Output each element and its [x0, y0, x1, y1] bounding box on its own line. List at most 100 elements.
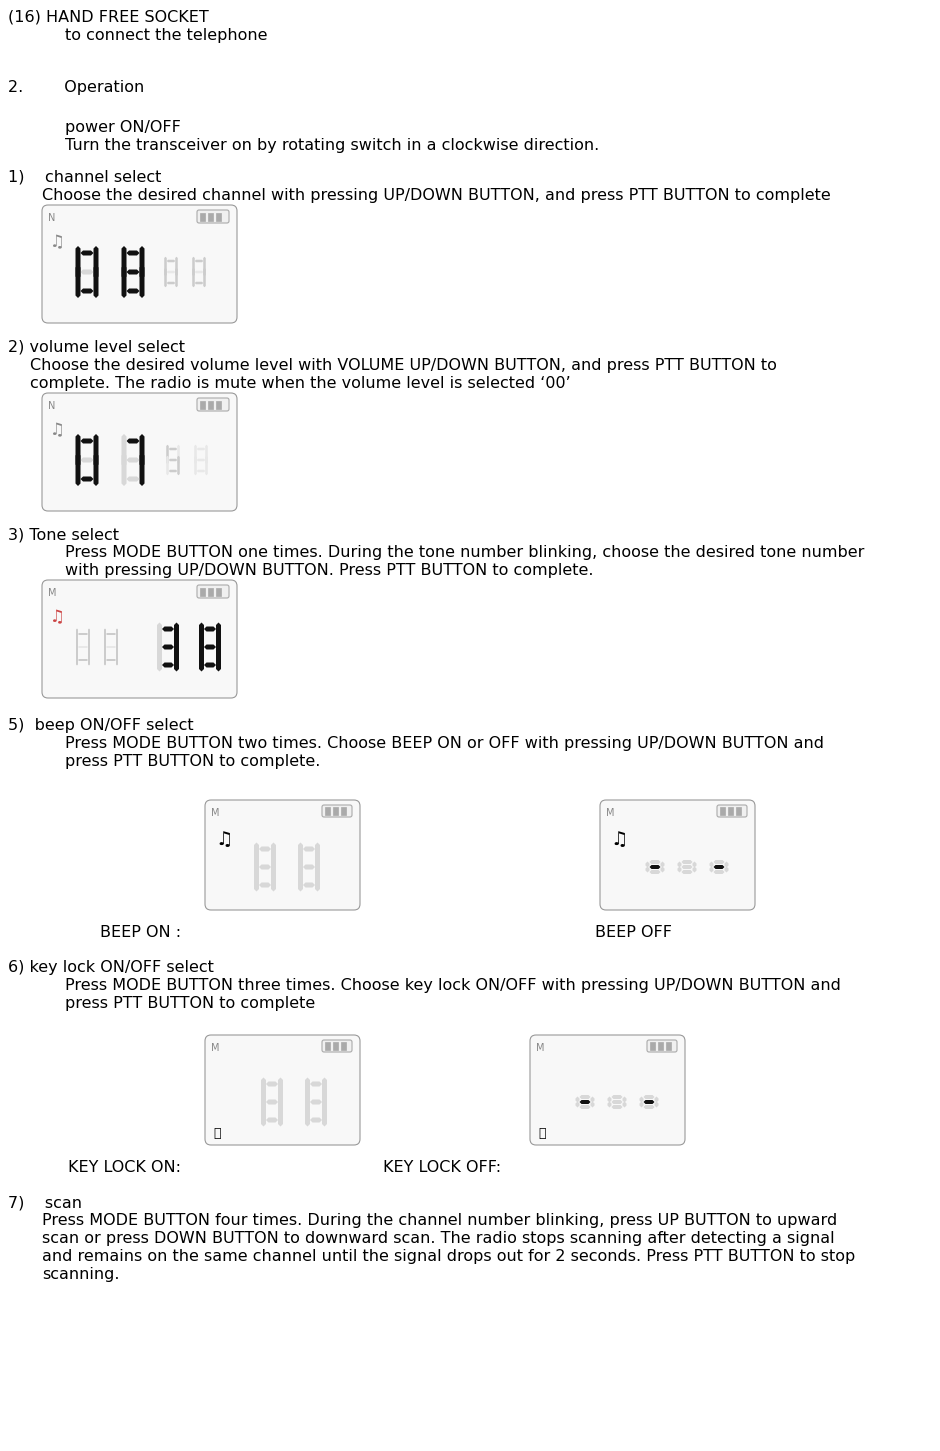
Text: and remains on the same channel until the signal drops out for 2 seconds. Press : and remains on the same channel until th…	[42, 1249, 855, 1264]
Text: M: M	[606, 808, 615, 818]
FancyBboxPatch shape	[197, 210, 229, 223]
Text: ♫: ♫	[215, 830, 232, 849]
Polygon shape	[650, 871, 661, 874]
FancyBboxPatch shape	[216, 588, 221, 596]
Polygon shape	[76, 628, 78, 653]
Polygon shape	[310, 1117, 322, 1123]
Polygon shape	[612, 1106, 622, 1109]
Polygon shape	[127, 476, 139, 482]
Polygon shape	[78, 659, 88, 662]
Polygon shape	[303, 882, 315, 888]
FancyBboxPatch shape	[600, 800, 755, 910]
Polygon shape	[175, 268, 178, 287]
Polygon shape	[259, 882, 271, 888]
Polygon shape	[322, 1078, 327, 1109]
Polygon shape	[162, 627, 174, 631]
FancyBboxPatch shape	[720, 807, 725, 815]
Polygon shape	[139, 266, 145, 297]
Polygon shape	[121, 247, 127, 279]
FancyBboxPatch shape	[647, 1040, 677, 1052]
FancyBboxPatch shape	[322, 805, 352, 817]
Polygon shape	[127, 270, 139, 274]
Polygon shape	[639, 1101, 644, 1107]
FancyBboxPatch shape	[208, 213, 213, 221]
Polygon shape	[81, 270, 93, 274]
Polygon shape	[127, 438, 139, 444]
Polygon shape	[310, 1100, 322, 1104]
Polygon shape	[195, 271, 203, 273]
FancyBboxPatch shape	[650, 1042, 655, 1051]
Polygon shape	[305, 1096, 310, 1126]
Polygon shape	[121, 266, 127, 297]
Text: Press MODE BUTTON two times. Choose BEEP ON or OFF with pressing UP/DOWN BUTTON : Press MODE BUTTON two times. Choose BEEP…	[65, 736, 824, 752]
Polygon shape	[106, 633, 116, 636]
Polygon shape	[106, 659, 116, 662]
Polygon shape	[612, 1100, 622, 1104]
FancyBboxPatch shape	[728, 807, 733, 815]
Polygon shape	[315, 860, 320, 891]
Polygon shape	[622, 1097, 626, 1103]
Polygon shape	[713, 865, 725, 869]
Polygon shape	[196, 448, 205, 450]
FancyBboxPatch shape	[197, 398, 229, 411]
Text: complete. The radio is mute when the volume level is selected ‘00’: complete. The radio is mute when the vol…	[30, 376, 571, 390]
Polygon shape	[164, 268, 166, 287]
Polygon shape	[579, 1106, 590, 1109]
Polygon shape	[127, 251, 139, 255]
Text: Press MODE BUTTON four times. During the channel number blinking, press UP BUTTO: Press MODE BUTTON four times. During the…	[42, 1213, 838, 1228]
FancyBboxPatch shape	[530, 1035, 685, 1145]
Text: power ON/OFF: power ON/OFF	[65, 120, 180, 135]
Polygon shape	[254, 843, 259, 874]
FancyBboxPatch shape	[341, 807, 346, 815]
Polygon shape	[162, 644, 174, 650]
Text: M: M	[48, 588, 56, 598]
Polygon shape	[88, 641, 90, 666]
Polygon shape	[271, 843, 276, 874]
FancyBboxPatch shape	[341, 1042, 346, 1051]
Polygon shape	[81, 251, 93, 255]
Polygon shape	[693, 862, 697, 868]
Polygon shape	[261, 1078, 266, 1109]
Polygon shape	[590, 1097, 594, 1103]
Text: N: N	[48, 213, 55, 223]
Polygon shape	[646, 862, 650, 868]
Text: Press MODE BUTTON one times. During the tone number blinking, choose the desired: Press MODE BUTTON one times. During the …	[65, 546, 865, 560]
Text: M: M	[536, 1043, 544, 1053]
Polygon shape	[195, 456, 196, 476]
Text: 3) Tone select: 3) Tone select	[8, 527, 119, 543]
Polygon shape	[166, 271, 175, 273]
Polygon shape	[116, 628, 118, 653]
Polygon shape	[178, 445, 180, 464]
Polygon shape	[166, 456, 169, 476]
Polygon shape	[298, 860, 303, 891]
FancyBboxPatch shape	[658, 1042, 663, 1051]
Polygon shape	[607, 1101, 612, 1107]
Polygon shape	[93, 434, 99, 467]
FancyBboxPatch shape	[205, 1035, 360, 1145]
Polygon shape	[682, 860, 693, 863]
Polygon shape	[646, 866, 650, 872]
Text: 7)    scan: 7) scan	[8, 1196, 82, 1210]
Text: press PTT BUTTON to complete.: press PTT BUTTON to complete.	[65, 755, 321, 769]
FancyBboxPatch shape	[216, 400, 221, 409]
Polygon shape	[174, 622, 179, 653]
Polygon shape	[266, 1081, 278, 1087]
Polygon shape	[266, 1117, 278, 1123]
Polygon shape	[93, 453, 99, 486]
Polygon shape	[139, 453, 145, 486]
Text: BEEP ON :: BEEP ON :	[100, 924, 181, 940]
Polygon shape	[713, 871, 725, 874]
Polygon shape	[127, 289, 139, 293]
FancyBboxPatch shape	[42, 580, 237, 698]
Polygon shape	[195, 445, 196, 464]
Polygon shape	[169, 470, 178, 472]
Polygon shape	[271, 860, 276, 891]
Polygon shape	[204, 663, 216, 667]
FancyBboxPatch shape	[200, 400, 205, 409]
Polygon shape	[678, 866, 682, 872]
Text: press PTT BUTTON to complete: press PTT BUTTON to complete	[65, 995, 315, 1011]
Text: M: M	[211, 808, 220, 818]
Polygon shape	[104, 628, 106, 653]
Polygon shape	[127, 457, 139, 463]
Polygon shape	[725, 866, 728, 872]
